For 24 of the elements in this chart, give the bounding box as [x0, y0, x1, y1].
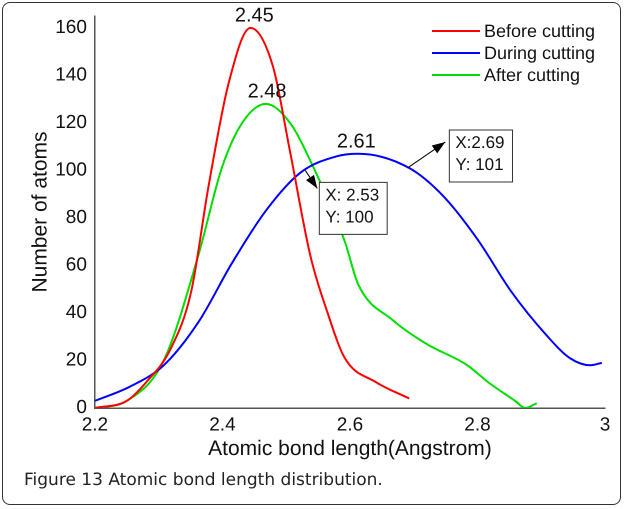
x-tick-label: 2.8: [464, 414, 491, 436]
y-tick-label: 140: [55, 64, 87, 86]
annotation: 2.45: [234, 4, 274, 26]
line-series: [94, 26, 410, 408]
y-tick-label: 40: [66, 302, 87, 324]
y-tick-label: 20: [66, 350, 87, 371]
y-tick-label: 80: [66, 207, 87, 228]
line-series: [94, 152, 603, 402]
y-tick-label: 60: [66, 254, 87, 276]
y-tick-label: 160: [55, 17, 87, 38]
annotation: X: 2.53 Y: 100: [325, 186, 380, 227]
x-tick-label: 2.4: [209, 414, 236, 436]
legend-label: During cutting: [484, 42, 596, 64]
x-axis-title: Atomic bond length(Angstrom): [208, 437, 492, 460]
annotation: 2.61: [336, 130, 376, 152]
legend-label: After cutting: [484, 64, 580, 86]
legend-label: Before cutting: [484, 20, 596, 42]
x-tick-label: 2.6: [336, 414, 364, 436]
caption: Figure 13 Atomic bond length distribution.: [24, 470, 383, 490]
y-axis-title: Number of atoms: [28, 131, 52, 293]
y-tick-label: 100: [55, 160, 87, 181]
x-tick-label: 3: [600, 414, 610, 436]
annotation: X:2.69 Y: 101: [455, 133, 504, 174]
y-tick-label: 120: [55, 112, 87, 134]
